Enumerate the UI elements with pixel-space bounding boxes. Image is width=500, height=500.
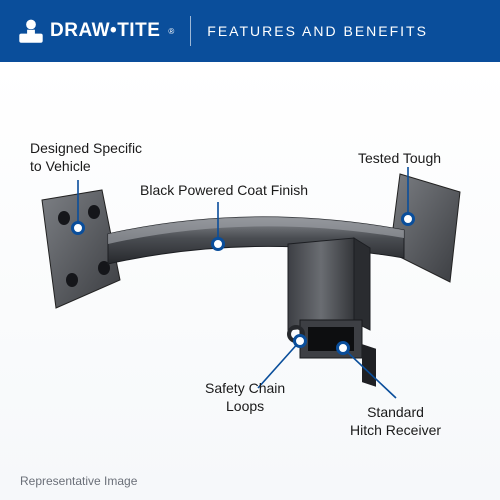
callout-label-tested: Tested Tough	[358, 150, 441, 168]
hitch-ball-icon	[18, 18, 44, 44]
header-divider	[190, 16, 191, 46]
callout-label-chain-loops: Safety Chain Loops	[205, 380, 285, 415]
header-subtitle: FEATURES AND BENEFITS	[207, 23, 428, 39]
callout-marker-black-finish	[211, 237, 225, 251]
trademark-symbol: ®	[168, 27, 174, 36]
infographic-card: DRAW•TITE ® FEATURES AND BENEFITS	[0, 0, 500, 500]
callout-label-receiver: Standard Hitch Receiver	[350, 404, 441, 439]
callout-label-designed: Designed Specific to Vehicle	[30, 140, 142, 175]
product-stage: Designed Specific to Vehicle Black Powere…	[0, 62, 500, 500]
header-bar: DRAW•TITE ® FEATURES AND BENEFITS	[0, 0, 500, 62]
callout-marker-receiver	[336, 341, 350, 355]
callout-marker-chain-loops	[293, 334, 307, 348]
brand-name: DRAW•TITE	[50, 20, 160, 42]
brand-logo: DRAW•TITE ®	[18, 18, 174, 44]
footer-note: Representative Image	[20, 474, 137, 488]
callout-marker-tested	[401, 212, 415, 226]
callout-label-black-finish: Black Powered Coat Finish	[140, 182, 308, 200]
callout-marker-designed	[71, 221, 85, 235]
leader-line-receiver	[343, 348, 396, 398]
